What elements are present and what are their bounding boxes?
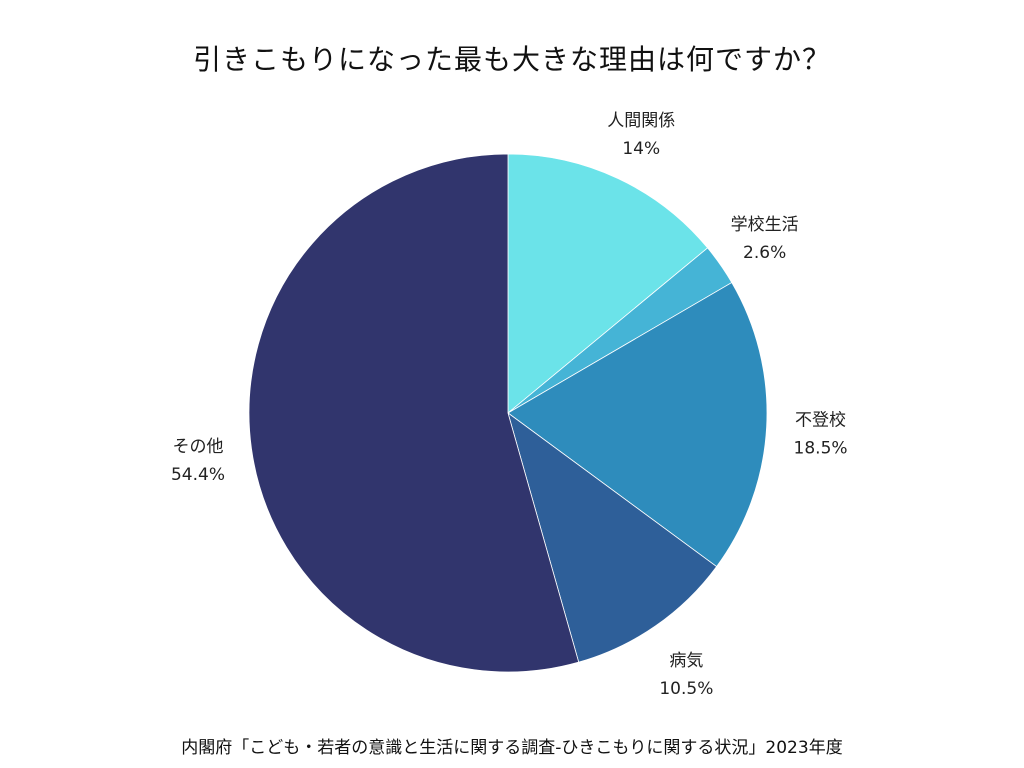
pie-slice-ningen-kankei	[507, 153, 709, 414]
slice-category: 不登校	[795, 411, 846, 431]
slice-label-ningen-kankei: 人間関係 14%	[607, 111, 675, 159]
slice-value: 10.5%	[659, 679, 713, 699]
slice-category: 学校生活	[731, 215, 799, 235]
chart-title: 引きこもりになった最も大きな理由は何ですか？	[192, 43, 831, 76]
slice-category: その他	[172, 437, 223, 457]
slice-label-gakko-seikatsu: 学校生活 2.6%	[731, 215, 799, 263]
pie-slice-sonota	[248, 153, 580, 673]
slice-label-futoko: 不登校 18.5%	[794, 411, 848, 459]
slice-value: 18.5%	[794, 439, 848, 459]
slice-label-byoki: 病気 10.5%	[659, 651, 713, 699]
source-note: 内閣府「こども・若者の意識と生活に関する調査-ひきこもりに関する状況」2023年…	[181, 738, 843, 758]
slice-category: 人間関係	[607, 111, 675, 131]
slice-value: 2.6%	[743, 243, 786, 263]
slice-label-sonota: その他 54.4%	[171, 437, 225, 485]
slice-category: 病気	[669, 651, 703, 671]
pie-slice-futoko	[507, 282, 768, 568]
slice-value: 14%	[622, 139, 660, 159]
pie-slice-byoki	[507, 411, 718, 663]
slice-value: 54.4%	[171, 465, 225, 485]
